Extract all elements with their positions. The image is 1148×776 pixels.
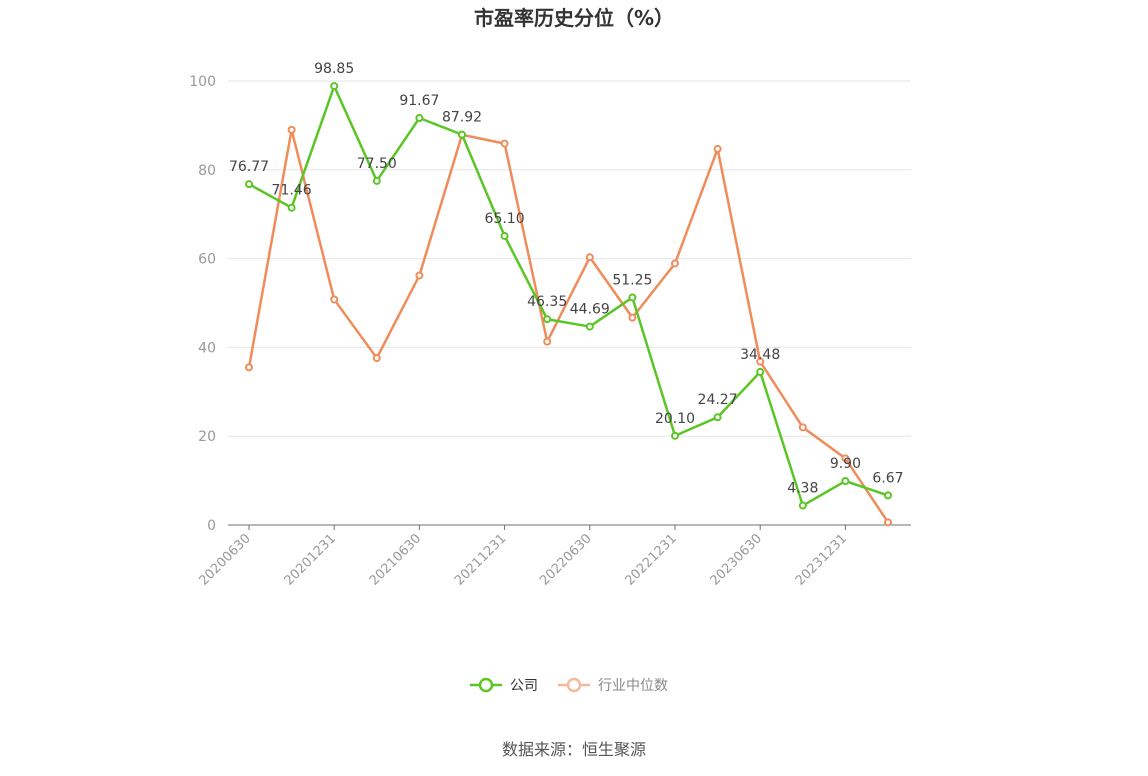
x-tick-label: 20221231	[622, 531, 679, 588]
legend-industry-label: 行业中位数	[598, 678, 668, 694]
industry-point[interactable]	[585, 253, 594, 262]
industry-point[interactable]	[798, 423, 807, 432]
industry-point[interactable]	[756, 357, 765, 366]
company-data-label: 87.92	[442, 110, 482, 126]
industry-point[interactable]	[245, 363, 253, 372]
y-tick-label: 20	[198, 429, 216, 445]
company-point[interactable]	[245, 180, 253, 189]
company-data-label: 34.48	[740, 347, 780, 363]
company-data-label: 46.35	[527, 294, 567, 310]
x-tick-label: 20231231	[793, 531, 850, 588]
company-data-label: 91.67	[399, 93, 439, 109]
company-data-label: 44.69	[570, 302, 610, 318]
company-data-label: 76.77	[229, 159, 269, 175]
y-axis: 0 20 40 60 80 100	[189, 74, 216, 534]
legend[interactable]: 公司 行业中位数	[470, 677, 668, 694]
company-point[interactable]	[884, 491, 892, 500]
company-point[interactable]	[671, 431, 679, 440]
y-tick-label: 0	[207, 518, 216, 534]
y-tick-label: 80	[198, 163, 216, 179]
company-point[interactable]	[585, 322, 594, 331]
industry-point[interactable]	[671, 259, 679, 268]
company-data-label: 20.10	[655, 411, 695, 427]
industry-point[interactable]	[713, 144, 722, 153]
chart-title: 市盈率历史分位（%）	[474, 6, 674, 30]
legend-item-company[interactable]: 公司	[470, 677, 538, 694]
industry-point[interactable]	[841, 454, 850, 463]
y-tick-label: 100	[189, 74, 216, 90]
x-tick-label: 20210630	[367, 531, 424, 588]
series-group	[245, 82, 892, 527]
y-tick-label: 60	[198, 252, 216, 268]
legend-industry-marker	[566, 677, 582, 693]
company-point[interactable]	[756, 367, 765, 376]
company-point[interactable]	[713, 413, 722, 422]
company-data-label: 51.25	[612, 272, 652, 288]
legend-company-label: 公司	[510, 678, 538, 694]
x-tick-label: 20201231	[282, 531, 339, 588]
industry-point[interactable]	[628, 313, 637, 322]
company-point[interactable]	[415, 113, 424, 122]
industry-point[interactable]	[330, 295, 339, 304]
company-series-line	[248, 84, 889, 507]
company-point[interactable]	[543, 315, 552, 324]
company-data-label: 4.38	[787, 481, 818, 497]
x-tick-label: 20211231	[452, 531, 509, 588]
x-axis: 20200630 20201231 20210630 20211231 20220630…	[196, 524, 911, 589]
grid-lines	[228, 80, 911, 437]
data-source: 数据来源：恒生聚源	[502, 740, 646, 759]
company-point[interactable]	[458, 130, 466, 139]
y-tick-label: 40	[198, 340, 216, 356]
industry-point[interactable]	[287, 125, 296, 134]
x-tick-label: 20220630	[537, 531, 594, 588]
company-point[interactable]	[628, 293, 637, 302]
legend-item-industry[interactable]: 行业中位数	[558, 677, 668, 694]
company-data-label: 71.46	[272, 183, 312, 199]
company-data-label: 77.50	[357, 156, 397, 172]
industry-point[interactable]	[543, 337, 552, 346]
industry-point[interactable]	[372, 354, 381, 363]
company-data-label: 98.85	[314, 61, 354, 77]
company-data-label: 6.67	[872, 470, 903, 486]
company-point[interactable]	[287, 203, 296, 212]
industry-series-line	[247, 128, 890, 524]
industry-point[interactable]	[500, 139, 509, 148]
x-tick-label: 20230630	[708, 531, 765, 588]
industry-point[interactable]	[415, 271, 424, 280]
company-point[interactable]	[841, 477, 850, 486]
company-point[interactable]	[330, 82, 339, 91]
x-tick-label: 20200630	[196, 531, 253, 588]
company-data-label: 24.27	[698, 392, 738, 408]
company-data-label: 9.90	[830, 456, 861, 472]
company-point[interactable]	[500, 231, 509, 240]
company-data-label: 65.10	[485, 211, 525, 227]
company-point[interactable]	[372, 176, 381, 185]
industry-point[interactable]	[884, 518, 892, 527]
company-point[interactable]	[798, 501, 807, 510]
legend-company-marker	[478, 677, 494, 693]
